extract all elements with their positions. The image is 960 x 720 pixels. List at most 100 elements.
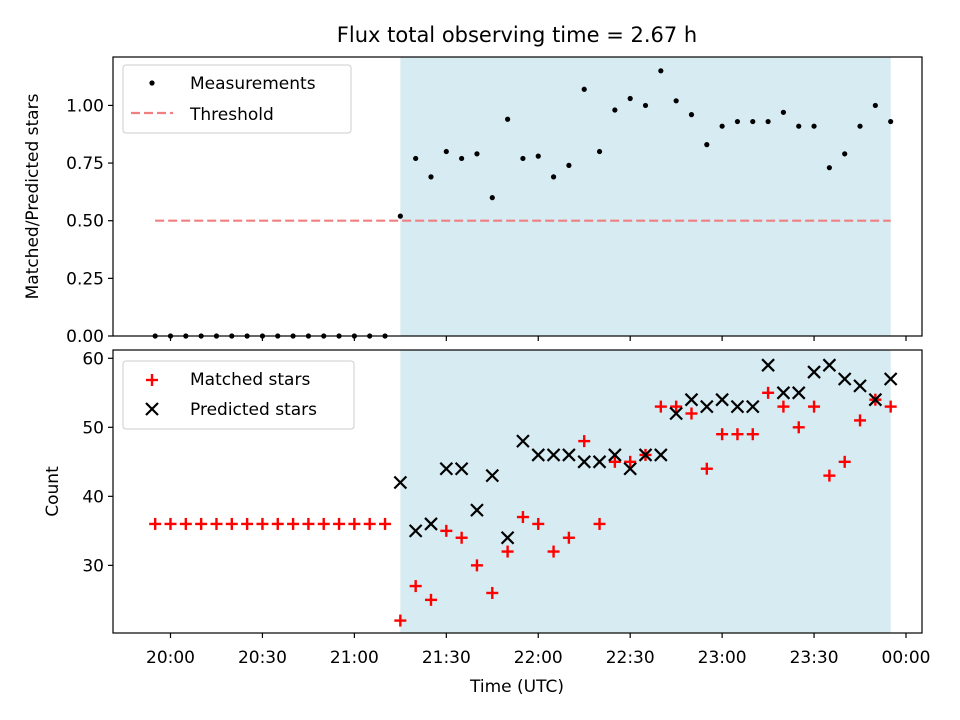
predicted-star-point: [408, 524, 423, 538]
matched-star-point: [593, 517, 606, 530]
matched-star-point: [440, 524, 453, 537]
measurement-point: [750, 118, 756, 125]
matched-star-point: [808, 400, 821, 413]
matched-star-point: [379, 517, 392, 530]
bottom-legend: Matched stars Predicted stars: [122, 360, 355, 430]
predicted-star-point: [669, 406, 683, 421]
measurement-point: [888, 118, 894, 125]
legend-matched-marker: [146, 374, 158, 386]
predicted-star-point: [853, 379, 867, 393]
x-tick-label: 23:00: [698, 648, 747, 668]
matched-star-point: [164, 517, 177, 530]
matched-star-point: [716, 428, 729, 441]
matched-star-point: [501, 545, 514, 558]
matched-star-point: [762, 386, 775, 399]
predicted-star-point: [761, 358, 775, 372]
matched-star-point: [210, 517, 223, 530]
predicted-star-point: [623, 461, 637, 476]
predicted-star-point: [776, 386, 791, 400]
matched-star-point: [394, 614, 407, 627]
predicted-star-point: [638, 448, 653, 462]
matched-star-point: [608, 455, 621, 468]
matched-star-point: [302, 517, 315, 530]
matched-star-point: [225, 517, 238, 530]
matched-star-point: [532, 517, 545, 530]
bottom-x-ticks: 20:00 20:30 21:00 21:30 22:00 22:30 23:00 23:30…: [146, 633, 931, 668]
bottom-axes-frame: [112, 349, 923, 634]
predicted-star-point: [592, 455, 607, 469]
predicted-star-point: [393, 475, 408, 490]
measurement-point: [505, 116, 511, 122]
top-legend: Measurements Threshold: [122, 64, 352, 134]
x-tick-label: 00:00: [882, 648, 931, 668]
top-axes-frame: [112, 56, 923, 337]
y-tick-label: 40: [82, 487, 104, 507]
matched-star-point: [823, 469, 836, 482]
matched-star-point: [792, 421, 805, 434]
y-tick-label: 50: [82, 418, 104, 438]
predicted-star-point: [470, 503, 484, 517]
y-tick-label: 0.25: [66, 269, 104, 289]
matched-star-point: [670, 400, 683, 413]
matched-star-point: [271, 517, 284, 530]
legend-predicted-label: Predicted stars: [190, 400, 317, 420]
matched-star-point: [700, 462, 713, 475]
matched-star-point: [854, 414, 867, 427]
predicted-star-point: [822, 358, 837, 372]
matched-star-point: [547, 545, 560, 558]
predicted-stars-points: [393, 358, 898, 545]
measurement-point: [612, 107, 618, 113]
matched-star-point: [746, 428, 759, 441]
matched-star-point: [731, 428, 744, 441]
matched-star-point: [516, 511, 529, 524]
predicted-star-point: [837, 372, 852, 386]
measurement-point: [826, 165, 832, 171]
measurement-point: [413, 155, 419, 162]
predicted-star-point: [562, 448, 576, 462]
legend-predicted-marker: [145, 402, 159, 416]
y-tick-label: 60: [82, 349, 104, 369]
matched-star-point: [654, 400, 667, 413]
measurement-point: [796, 123, 802, 129]
measurement-point: [428, 174, 434, 180]
predicted-star-point: [516, 434, 530, 448]
y-tick-label: 0.50: [66, 212, 104, 232]
predicted-star-point: [807, 365, 821, 379]
measurement-point: [566, 162, 572, 168]
predicted-star-point: [608, 448, 622, 462]
matched-star-point: [685, 407, 698, 420]
predicted-star-point: [454, 461, 469, 476]
measurement-point: [520, 155, 526, 162]
predicted-star-point: [546, 448, 561, 462]
measurement-point: [872, 102, 878, 109]
top-y-axis-label: Matched/Predicted stars: [23, 93, 43, 299]
top-x-ticks: [169, 336, 907, 341]
observing-window-band: [400, 350, 891, 633]
measurement-point: [535, 153, 541, 159]
top-panel: 0.00 0.25 0.50 0.75 1.00 Matched/Predicted s…: [23, 56, 923, 347]
measurement-point: [397, 213, 403, 219]
x-tick-label: 23:30: [790, 648, 839, 668]
x-tick-label: 20:00: [146, 648, 195, 668]
matched-star-point: [179, 517, 192, 530]
matched-star-point: [470, 559, 483, 572]
predicted-star-point: [654, 448, 668, 462]
predicted-star-point: [424, 517, 438, 531]
measurement-point: [581, 86, 587, 92]
top-y-ticks: 0.00 0.25 0.50 0.75 1.00: [66, 96, 113, 347]
measurement-point: [673, 98, 679, 104]
legend-measurements-label: Measurements: [190, 74, 316, 94]
predicted-star-point: [439, 461, 454, 476]
x-tick-label: 21:30: [422, 648, 471, 668]
matched-star-point: [333, 517, 346, 530]
measurement-point: [550, 174, 557, 180]
predicted-star-point: [485, 468, 500, 483]
predicted-star-point: [883, 372, 898, 386]
chart-title: Flux total observing time = 2.67 h: [337, 23, 697, 47]
bottom-y-axis-label: Count: [43, 466, 63, 517]
measurement-point: [642, 102, 649, 109]
matched-star-point: [317, 517, 330, 530]
matched-star-point: [241, 517, 254, 530]
